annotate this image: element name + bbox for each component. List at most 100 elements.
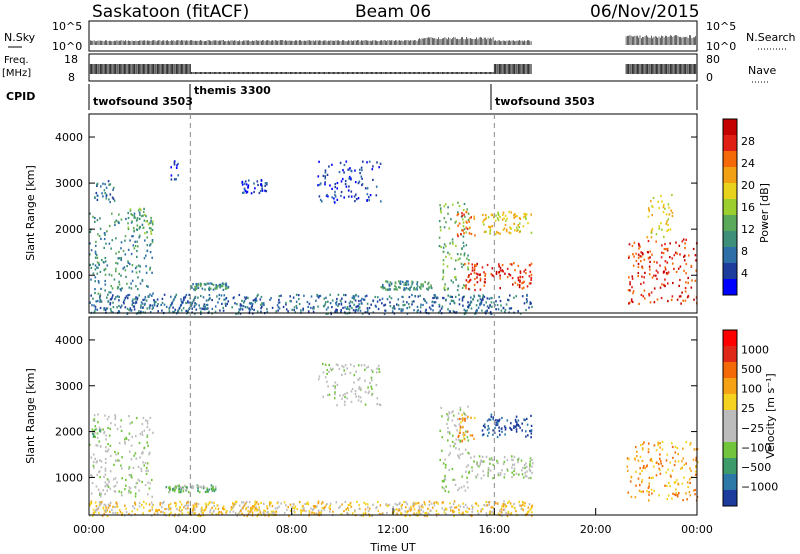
- power-cell: [335, 309, 338, 312]
- power-colorbar-tick: 28: [741, 135, 755, 148]
- velocity-cell: [524, 419, 526, 422]
- power-cell: [195, 303, 198, 306]
- velocity-cell: [159, 502, 162, 505]
- power-cell: [679, 295, 682, 298]
- velocity-cell: [320, 510, 323, 513]
- power-cell: [640, 293, 643, 297]
- power-cell: [663, 248, 666, 251]
- power-cell: [131, 300, 134, 303]
- power-cell: [424, 280, 426, 284]
- power-cell: [120, 247, 122, 250]
- power-cell: [139, 282, 142, 285]
- velocity-cell: [371, 379, 373, 382]
- power-cell: [529, 264, 531, 267]
- velocity-cell: [520, 459, 523, 462]
- power-cell: [490, 301, 493, 304]
- power-cell: [329, 302, 332, 305]
- power-cell: [442, 296, 444, 299]
- power-cell: [662, 211, 665, 214]
- velocity-cell: [211, 501, 213, 504]
- velocity-cell: [202, 512, 204, 515]
- power-cell: [632, 264, 635, 267]
- velocity-cell: [97, 488, 100, 491]
- velocity-cell: [530, 429, 533, 432]
- velocity-cell: [200, 486, 203, 489]
- power-cell: [343, 171, 345, 174]
- power-cell: [133, 212, 136, 215]
- velocity-cell: [688, 491, 691, 494]
- power-cell: [414, 295, 417, 298]
- velocity-cell: [440, 406, 442, 409]
- power-cell: [260, 295, 263, 299]
- power-cell: [514, 269, 516, 272]
- velocity-cell: [234, 502, 237, 505]
- velocity-cell: [324, 505, 326, 508]
- velocity-cell: [437, 512, 440, 516]
- velocity-cell: [95, 508, 98, 511]
- power-cell: [310, 295, 313, 298]
- power-cell: [289, 300, 292, 303]
- power-cell: [245, 296, 248, 299]
- power-cell: [239, 304, 242, 307]
- velocity-cell: [93, 461, 95, 464]
- power-cell: [393, 305, 395, 308]
- velocity-cell: [378, 403, 381, 406]
- velocity-cell: [483, 460, 485, 463]
- velocity-cell: [641, 447, 644, 450]
- power-cell: [355, 198, 358, 201]
- velocity-cell: [496, 459, 498, 462]
- velocity-cell: [169, 488, 171, 491]
- power-cell: [317, 295, 319, 298]
- power-cell: [171, 301, 174, 304]
- power-cell: [130, 287, 133, 290]
- velocity-cell: [110, 454, 112, 457]
- power-cell: [133, 305, 136, 308]
- power-cell: [168, 310, 171, 313]
- power-cell: [658, 207, 660, 210]
- velocity-cell: [457, 489, 459, 492]
- power-cell: [132, 244, 135, 247]
- power-cell: [219, 283, 222, 286]
- power-cell: [130, 252, 133, 256]
- power-cell: [465, 287, 467, 290]
- power-cell: [643, 258, 646, 261]
- power-cell: [100, 237, 102, 240]
- power-cell: [357, 309, 359, 312]
- velocity-cell: [425, 511, 428, 514]
- power-cell: [208, 282, 210, 285]
- power-cell: [676, 298, 679, 301]
- velocity-cell: [232, 510, 235, 513]
- velocity-cell: [481, 460, 484, 463]
- power-cell: [513, 222, 515, 225]
- velocity-cell: [100, 502, 103, 505]
- power-cell: [649, 250, 651, 253]
- power-cell: [474, 288, 476, 292]
- power-cell: [94, 305, 97, 308]
- velocity-cell: [517, 419, 520, 422]
- power-cell: [300, 309, 302, 312]
- velocity-cell: [511, 471, 513, 474]
- velocity-cell: [464, 419, 466, 422]
- velocity-cell: [270, 510, 273, 513]
- velocity-cell: [464, 433, 466, 437]
- velocity-cell: [457, 418, 459, 421]
- power-cell: [131, 214, 134, 217]
- velocity-cell: [466, 417, 469, 420]
- power-cell: [120, 218, 123, 221]
- velocity-cell: [459, 429, 461, 432]
- velocity-cell: [360, 400, 362, 403]
- velocity-cell: [109, 504, 111, 507]
- power-cell: [486, 305, 489, 308]
- power-cell: [484, 281, 486, 284]
- velocity-cell: [430, 502, 433, 505]
- power-cell: [422, 285, 424, 288]
- velocity-cell: [178, 487, 180, 490]
- power-cell: [372, 311, 375, 314]
- velocity-cell: [357, 399, 360, 402]
- velocity-cell: [175, 502, 177, 505]
- velocity-cell: [376, 371, 378, 374]
- power-cell: [292, 296, 295, 299]
- velocity-cell: [97, 506, 100, 509]
- power-cell: [526, 293, 528, 296]
- power-cell: [262, 303, 264, 306]
